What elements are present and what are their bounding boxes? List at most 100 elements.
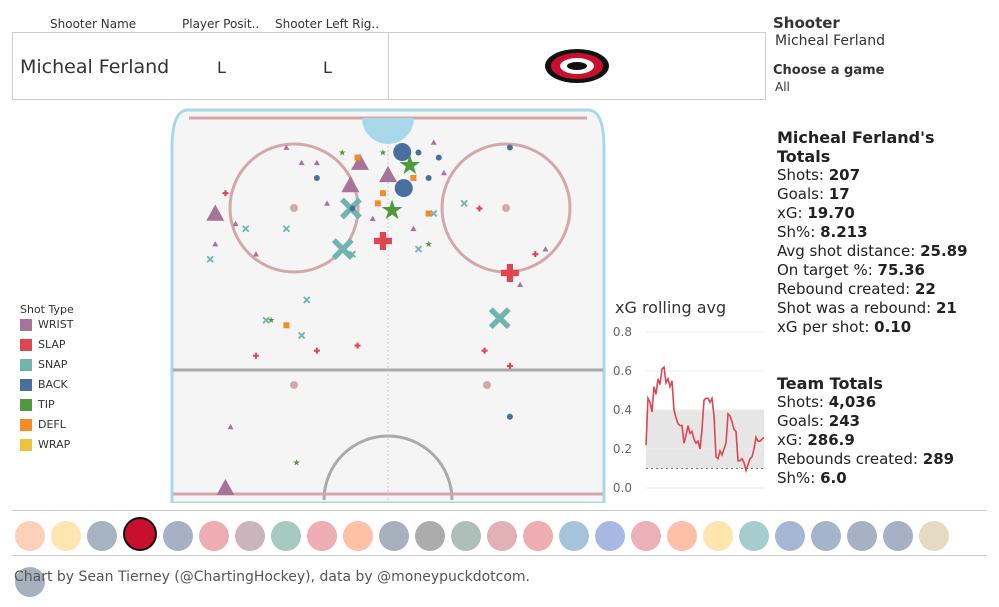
team-logo[interactable] xyxy=(883,521,913,551)
shot-marker-snap[interactable] xyxy=(298,331,306,340)
shot-marker-wrist[interactable] xyxy=(313,159,320,166)
shot-marker-back[interactable] xyxy=(313,174,320,181)
team-logo[interactable] xyxy=(87,521,117,551)
team-logo[interactable] xyxy=(523,521,553,551)
team-logo[interactable] xyxy=(919,521,949,551)
shooter-filter[interactable]: Micheal Ferland xyxy=(775,33,885,49)
team-logo[interactable] xyxy=(775,521,805,551)
shot-marker-slap[interactable] xyxy=(313,347,320,354)
shot-marker-slap[interactable] xyxy=(476,205,483,212)
team-logo[interactable] xyxy=(343,521,373,551)
shot-marker-wrist[interactable] xyxy=(283,144,290,150)
team-logo[interactable] xyxy=(595,521,625,551)
shot-marker-back[interactable] xyxy=(393,143,412,162)
team-logo[interactable] xyxy=(235,521,265,551)
shot-marker-wrist[interactable] xyxy=(324,200,331,206)
xg-chart-title: xG rolling avg xyxy=(615,298,727,317)
shot-marker-back[interactable] xyxy=(435,154,442,161)
shot-marker-snap[interactable] xyxy=(242,225,250,233)
shot-marker-wrist[interactable] xyxy=(351,153,370,170)
shot-marker-slap[interactable] xyxy=(222,190,229,197)
team-logo[interactable] xyxy=(199,521,229,551)
shot-marker-snap[interactable] xyxy=(488,307,511,330)
team-logo[interactable] xyxy=(631,521,661,551)
shot-marker-slap[interactable] xyxy=(481,347,488,354)
shot-marker-snap[interactable] xyxy=(262,316,270,324)
shot-marker-defl[interactable] xyxy=(379,190,386,197)
team-logo[interactable] xyxy=(163,521,193,551)
shot-marker-defl[interactable] xyxy=(374,200,381,207)
team-logo[interactable] xyxy=(379,521,409,551)
shot-marker-wrist[interactable] xyxy=(206,204,225,221)
team-logo[interactable] xyxy=(703,521,733,551)
shot-marker-back[interactable] xyxy=(506,413,513,420)
shot-marker-snap[interactable] xyxy=(303,296,311,304)
shot-marker-tip[interactable]: ★ xyxy=(425,240,433,250)
team-logo[interactable] xyxy=(307,521,337,551)
team-logo[interactable] xyxy=(667,521,697,551)
shot-marker-wrist[interactable] xyxy=(232,220,239,227)
shot-marker-slap[interactable] xyxy=(506,362,513,369)
shot-marker-back[interactable] xyxy=(349,205,356,212)
shot-marker-defl[interactable] xyxy=(425,210,432,217)
team-logo[interactable] xyxy=(415,521,445,551)
shot-marker-snap[interactable] xyxy=(460,199,468,207)
team-logo[interactable] xyxy=(847,521,877,551)
shot-marker-back[interactable] xyxy=(415,149,422,156)
shot-marker-snap[interactable] xyxy=(414,245,423,253)
shot-marker-back[interactable] xyxy=(425,174,432,181)
shot-marker-wrist[interactable] xyxy=(252,251,259,257)
shot-marker-wrist[interactable] xyxy=(517,281,524,288)
shot-marker-tip[interactable]: ★ xyxy=(293,458,301,468)
legend-item-wrap[interactable]: WRAP xyxy=(20,438,73,458)
shot-marker-defl[interactable] xyxy=(283,322,290,329)
shot-marker-snap[interactable] xyxy=(331,238,354,260)
shot-marker-wrist[interactable] xyxy=(216,478,235,496)
legend-item-defl[interactable]: DEFL xyxy=(20,418,73,438)
team-logo[interactable] xyxy=(271,521,301,551)
shot-marker-slap[interactable] xyxy=(500,263,519,282)
team-logo[interactable] xyxy=(487,521,517,551)
shot-marker-wrist[interactable] xyxy=(227,423,234,430)
shot-marker-snap[interactable] xyxy=(206,255,214,263)
legend-swatch xyxy=(20,399,32,411)
shot-marker-wrist[interactable] xyxy=(298,159,305,166)
legend-item-wrist[interactable]: WRIST xyxy=(20,318,73,338)
shot-marker-slap[interactable] xyxy=(354,342,361,349)
team-logo[interactable] xyxy=(559,521,589,551)
shot-marker-wrist[interactable] xyxy=(369,215,376,221)
team-logo[interactable] xyxy=(15,567,45,597)
shot-marker-slap[interactable] xyxy=(373,231,392,250)
legend-item-back[interactable]: BACK xyxy=(20,378,73,398)
shot-marker-back[interactable] xyxy=(506,144,513,151)
legend-item-snap[interactable]: SNAP xyxy=(20,358,73,378)
shot-marker-slap[interactable] xyxy=(532,251,539,258)
shot-marker-snap[interactable] xyxy=(430,209,438,218)
shot-marker-wrist[interactable] xyxy=(341,176,360,193)
shot-marker-wrist[interactable] xyxy=(379,165,397,183)
team-logo[interactable] xyxy=(451,521,481,551)
shot-marker-tip[interactable]: ★ xyxy=(338,149,346,159)
shot-marker-slap[interactable] xyxy=(252,352,259,359)
shot-marker-tip[interactable]: ★ xyxy=(267,316,275,326)
shot-marker-wrist[interactable] xyxy=(440,169,447,176)
shot-marker-tip[interactable]: ★ xyxy=(379,149,387,159)
shot-marker-snap[interactable] xyxy=(282,225,291,233)
shot-marker-tip[interactable]: ★ xyxy=(380,195,404,226)
team-logo[interactable] xyxy=(15,521,45,551)
shot-marker-wrist[interactable] xyxy=(430,139,437,145)
legend-item-tip[interactable]: TIP xyxy=(20,398,73,418)
shot-marker-wrist[interactable] xyxy=(542,246,549,252)
shot-marker-wrist[interactable] xyxy=(212,241,219,247)
shot-marker-defl[interactable] xyxy=(354,154,361,161)
team-logo[interactable] xyxy=(739,521,769,551)
shot-marker-defl[interactable] xyxy=(410,174,417,181)
team-logo[interactable] xyxy=(123,517,157,551)
game-filter[interactable]: All xyxy=(775,80,790,94)
shot-marker-wrist[interactable] xyxy=(410,225,417,232)
shot-marker-snap[interactable] xyxy=(348,250,357,258)
legend-item-slap[interactable]: SLAP xyxy=(20,338,73,358)
team-logo[interactable] xyxy=(51,521,81,551)
team-logo[interactable] xyxy=(811,521,841,551)
shot-marker-back[interactable] xyxy=(394,179,413,198)
